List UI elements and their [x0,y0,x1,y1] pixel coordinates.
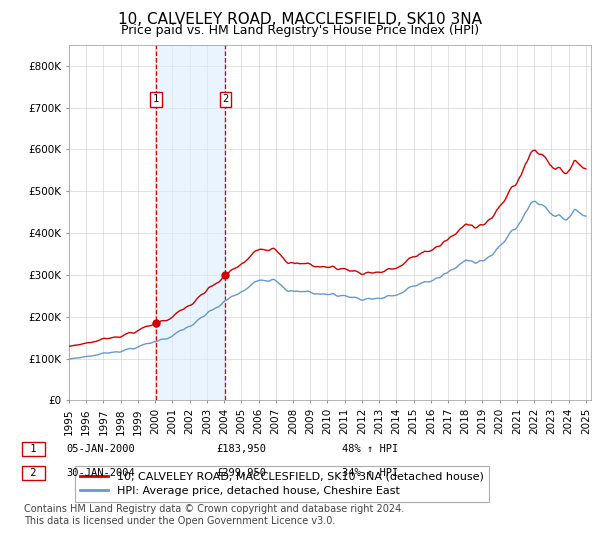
Text: 34% ↑ HPI: 34% ↑ HPI [342,468,398,478]
Text: £183,950: £183,950 [216,444,266,454]
Text: Contains HM Land Registry data © Crown copyright and database right 2024.
This d: Contains HM Land Registry data © Crown c… [24,504,404,526]
Text: 30-JAN-2004: 30-JAN-2004 [66,468,135,478]
Text: Price paid vs. HM Land Registry's House Price Index (HPI): Price paid vs. HM Land Registry's House … [121,24,479,36]
Text: 1: 1 [24,444,43,454]
Text: 10, CALVELEY ROAD, MACCLESFIELD, SK10 3NA: 10, CALVELEY ROAD, MACCLESFIELD, SK10 3N… [118,12,482,27]
Text: £299,950: £299,950 [216,468,266,478]
Text: 2: 2 [24,468,43,478]
Text: 05-JAN-2000: 05-JAN-2000 [66,444,135,454]
Text: 48% ↑ HPI: 48% ↑ HPI [342,444,398,454]
Legend: 10, CALVELEY ROAD, MACCLESFIELD, SK10 3NA (detached house), HPI: Average price, : 10, CALVELEY ROAD, MACCLESFIELD, SK10 3N… [74,466,489,502]
Text: 2: 2 [223,94,229,104]
Bar [156,45,226,400]
Text: 1: 1 [153,94,159,104]
